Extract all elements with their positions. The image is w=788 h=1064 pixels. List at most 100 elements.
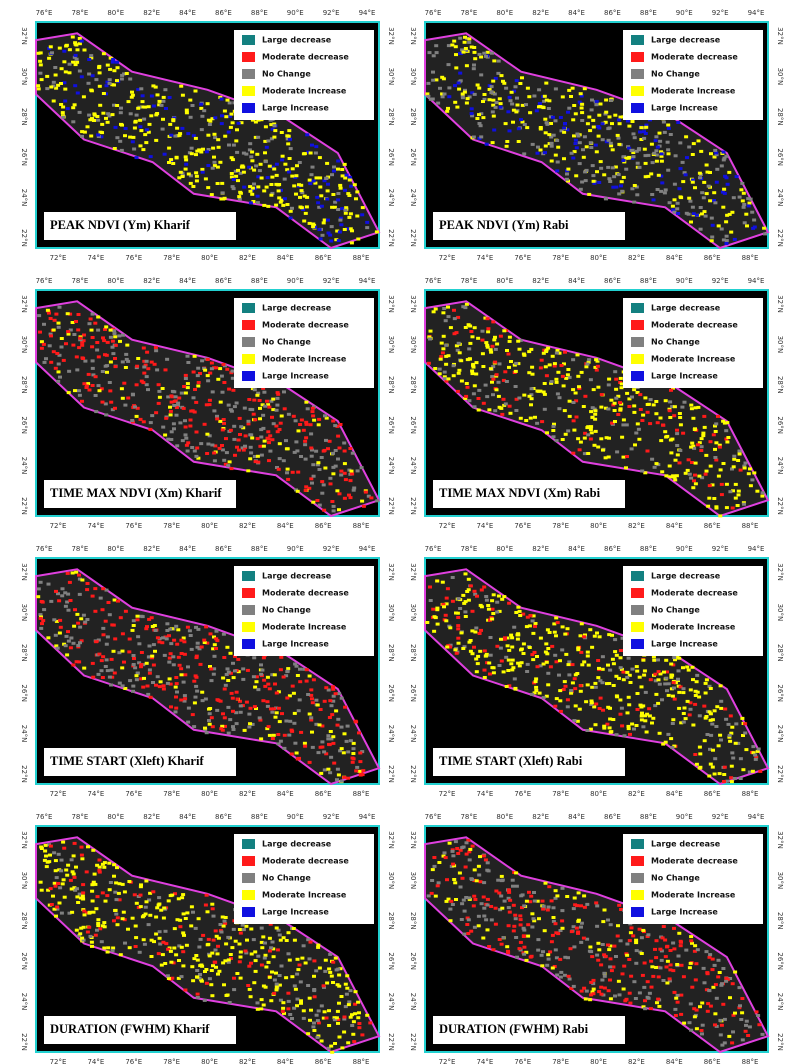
pixel-cluster [688,200,692,203]
pixel-cluster [701,1024,705,1027]
pixel-cluster [186,441,190,444]
pixel-cluster [609,923,613,926]
pixel-cluster [446,587,450,590]
pixel-cluster [177,397,181,400]
pixel-cluster [456,637,460,640]
pixel-cluster [78,394,82,397]
pixel-cluster [510,91,514,94]
pixel-cluster [473,326,477,329]
pixel-cluster [305,680,309,683]
pixel-cluster [527,350,531,353]
pixel-cluster [607,437,611,440]
pixel-cluster [256,1001,260,1004]
pixel-cluster [288,157,292,160]
pixel-cluster [338,184,342,187]
pixel-cluster [161,387,165,390]
pixel-cluster [320,480,324,483]
pixel-cluster [264,160,268,163]
pixel-cluster [474,658,478,661]
pixel-cluster [471,610,475,613]
pixel-cluster [252,183,256,186]
pixel-cluster [311,463,315,466]
lat-tick-label: 26°N [776,952,784,970]
pixel-cluster [591,992,595,995]
pixel-cluster [78,111,82,114]
pixel-cluster [701,432,705,435]
pixel-cluster [258,716,262,719]
pixel-cluster [689,477,693,480]
pixel-cluster [71,106,75,109]
pixel-cluster [260,946,264,949]
legend-swatch [242,873,255,883]
lat-tick-label: 30°N [20,604,28,622]
pixel-cluster [90,890,94,893]
lon-tick-label: 72°E [50,790,67,798]
pixel-cluster [238,928,242,931]
lat-tick-label: 26°N [387,416,395,434]
pixel-cluster [309,1009,313,1012]
pixel-cluster [119,953,123,956]
pixel-cluster [146,367,150,370]
pixel-cluster [519,118,523,121]
pixel-cluster [132,148,136,151]
pixel-cluster [205,982,209,985]
pixel-cluster [465,102,469,105]
pixel-cluster [520,661,524,664]
pixel-cluster [653,466,657,469]
pixel-cluster [145,360,149,363]
pixel-cluster [318,468,322,471]
pixel-cluster [731,757,735,760]
pixel-cluster [287,413,291,416]
lon-tick-label: 76°E [514,790,531,798]
lon-tick-label: 92°E [712,277,729,285]
pixel-cluster [687,146,691,149]
pixel-cluster [491,612,495,615]
pixel-cluster [725,506,729,509]
pixel-cluster [100,659,104,662]
pixel-cluster [310,482,314,485]
pixel-cluster [563,409,567,412]
pixel-cluster [720,164,724,167]
pixel-cluster [85,618,89,621]
pixel-cluster [545,374,549,377]
pixel-cluster [714,983,718,986]
pixel-cluster [558,396,562,399]
pixel-cluster [628,992,632,995]
pixel-cluster [210,903,214,906]
pixel-cluster [666,169,670,172]
lon-tick-label: 84°E [277,522,294,530]
pixel-cluster [522,953,526,956]
pixel-cluster [73,876,77,879]
pixel-cluster [239,711,243,714]
pixel-cluster [193,388,197,391]
pixel-cluster [487,945,491,948]
lon-tick-label: 76°E [425,277,442,285]
pixel-cluster [654,400,658,403]
legend-label: Large decrease [262,840,332,849]
pixel-cluster [334,709,338,712]
pixel-cluster [431,868,435,871]
pixel-cluster [267,459,271,462]
pixel-cluster [448,908,452,911]
pixel-cluster [486,604,490,607]
pixel-cluster [489,905,493,908]
pixel-cluster [297,429,301,432]
pixel-cluster [135,156,139,159]
pixel-cluster [617,904,621,907]
pixel-cluster [463,36,467,39]
pixel-cluster [601,655,605,658]
pixel-cluster [308,1019,312,1022]
pixel-cluster [175,444,179,447]
pixel-cluster [459,359,463,362]
pixel-cluster [690,986,694,989]
lon-tick-label: 80°E [590,522,607,530]
pixel-cluster [143,106,147,109]
pixel-cluster [106,951,110,954]
pixel-cluster [114,126,118,129]
pixel-cluster [537,88,541,91]
map-panel: 76°E78°E80°E82°E84°E86°E88°E90°E92°E94°E… [20,277,395,530]
pixel-cluster [467,41,471,44]
pixel-cluster [298,423,302,426]
pixel-cluster [322,509,326,512]
pixel-cluster [138,119,142,122]
